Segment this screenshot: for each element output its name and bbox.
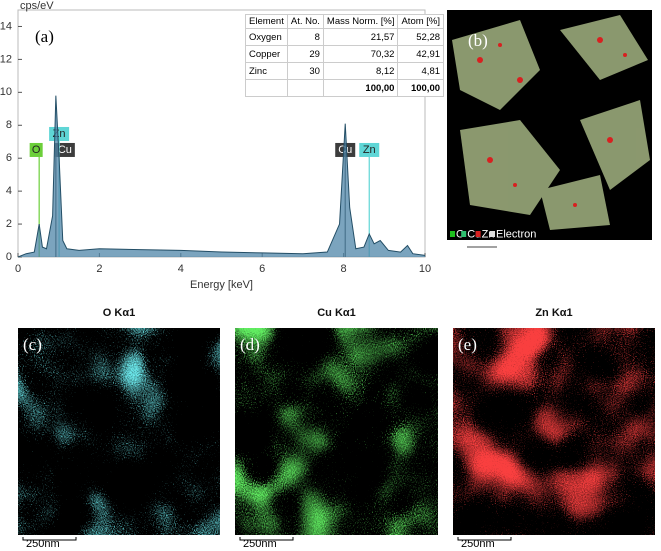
y-tick-label: 12 xyxy=(0,53,12,65)
scale-label: 250nm xyxy=(243,538,277,550)
peak-label: Cu xyxy=(58,144,72,156)
table-cell: 8 xyxy=(286,28,324,46)
table-header: Element At. No. Mass Norm. [%] Atom [%] xyxy=(245,14,445,29)
table-cell: 29 xyxy=(286,45,324,63)
peak-label: O xyxy=(32,144,41,156)
peak-box xyxy=(29,142,43,157)
spectrum-line xyxy=(17,95,426,258)
map-spots xyxy=(477,37,627,207)
x-axis-label: Energy [keV] xyxy=(190,279,253,291)
table-cell: 52,28 xyxy=(397,28,445,46)
x-tick-label: 6 xyxy=(259,263,265,275)
table-cell xyxy=(245,79,288,97)
table-cell xyxy=(286,79,324,97)
table-cell: 100,00 xyxy=(397,79,445,97)
table-cell: 100,00 xyxy=(322,79,399,97)
spectrum-area xyxy=(18,95,425,257)
x-tick-label: 0 xyxy=(15,263,21,275)
table-cell: Zinc xyxy=(245,62,288,80)
x-tick-label: 4 xyxy=(178,263,184,275)
table-row: Oxygen 8 21,57 52,28 xyxy=(245,28,445,46)
panel-label: (b) xyxy=(468,31,488,50)
y-tick-label: 4 xyxy=(6,185,12,197)
scale-bar xyxy=(239,537,294,541)
panel-texts: O Kα1 (c) 250nm Cu Kα1 (d) 250nm Zn Kα1 (e) 250n… xyxy=(22,307,573,550)
panel-title: O Kα1 xyxy=(103,307,135,319)
x-tick-label: 2 xyxy=(96,263,102,275)
scale-bar xyxy=(22,537,77,541)
peak-label: Zn xyxy=(363,144,376,156)
panel-label: (a) xyxy=(35,27,54,46)
panel-label: (e) xyxy=(458,335,477,354)
panel-label: (c) xyxy=(23,335,42,354)
column-header: Mass Norm. [%] xyxy=(322,14,399,29)
scale-bar xyxy=(457,537,512,541)
table-cell: Oxygen xyxy=(245,28,288,46)
y-tick-label: 2 xyxy=(6,218,12,230)
table-cell: 42,91 xyxy=(397,45,445,63)
table-cell: 30 xyxy=(286,62,324,80)
peak-box xyxy=(54,142,75,157)
column-header: At. No. xyxy=(286,14,324,29)
x-tick-label: 8 xyxy=(341,263,347,275)
y-tick-label: 14 xyxy=(0,20,12,32)
map-grains xyxy=(452,15,650,230)
panel-label: (d) xyxy=(240,335,260,354)
panel-title: Cu Kα1 xyxy=(317,307,356,319)
legend-swatch xyxy=(450,231,455,237)
y-tick-label: 10 xyxy=(0,86,12,98)
scale-label: 250nm xyxy=(26,538,60,550)
table-row: Copper 29 70,32 42,91 xyxy=(245,45,445,63)
y-tick-label: 0 xyxy=(6,251,12,263)
composition-table: Element At. No. Mass Norm. [%] Atom [%] Oxy… xyxy=(245,14,445,97)
scale-label: 250nm xyxy=(461,538,495,550)
x-tick-label: 10 xyxy=(419,263,431,275)
legend-label: O xyxy=(456,228,465,240)
column-header: Atom [%] xyxy=(397,14,445,29)
peak-box xyxy=(49,126,70,141)
table-cell: 4,81 xyxy=(397,62,445,80)
table-cell: 8,12 xyxy=(322,62,399,80)
table-cell: 21,57 xyxy=(322,28,399,46)
legend-swatch xyxy=(475,231,481,237)
table-row: 100,00 100,00 xyxy=(245,79,445,97)
peak-box xyxy=(359,142,380,157)
legend-label: Electron xyxy=(496,228,536,240)
legend-swatch xyxy=(490,231,495,237)
y-tick-label: 8 xyxy=(6,119,12,131)
y-axis-label: cps/eV xyxy=(20,0,54,12)
table-row: Zinc 30 8,12 4,81 xyxy=(245,62,445,80)
panel-title: Zn Kα1 xyxy=(535,307,572,319)
table-cell: Copper xyxy=(245,45,288,63)
column-header: Element xyxy=(245,14,288,29)
y-tick-label: 6 xyxy=(6,152,12,164)
eds-map xyxy=(18,328,655,535)
legend-swatch xyxy=(461,231,467,237)
table-cell: 70,32 xyxy=(322,45,399,63)
map-legend: O Cu Zn Electron xyxy=(450,228,536,240)
